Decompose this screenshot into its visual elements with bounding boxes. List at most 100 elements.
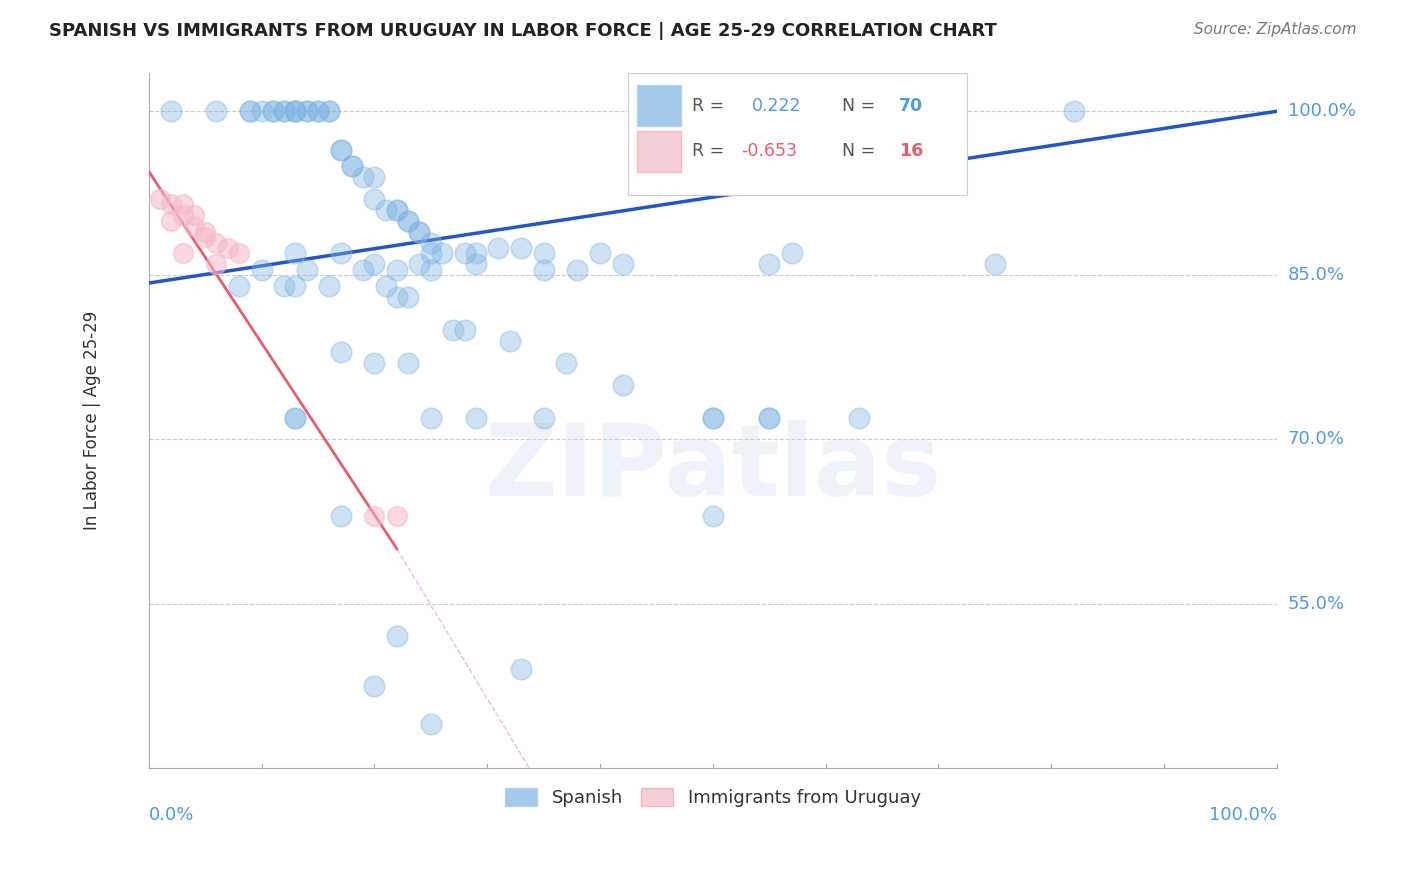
Point	[194, 230, 217, 244]
Point	[307, 104, 329, 119]
Point	[262, 104, 284, 119]
Text: 0.0%: 0.0%	[149, 805, 194, 824]
Point	[419, 235, 441, 250]
Point	[183, 219, 205, 234]
Point	[702, 509, 724, 524]
Point	[295, 263, 318, 277]
Point	[318, 104, 340, 119]
Point	[385, 290, 408, 304]
Point	[149, 192, 172, 206]
Text: 0.222: 0.222	[752, 97, 801, 115]
Point	[984, 257, 1007, 271]
Point	[702, 410, 724, 425]
Point	[217, 241, 239, 255]
Text: SPANISH VS IMMIGRANTS FROM URUGUAY IN LABOR FORCE | AGE 25-29 CORRELATION CHART: SPANISH VS IMMIGRANTS FROM URUGUAY IN LA…	[49, 22, 997, 40]
Point	[363, 356, 385, 370]
Point	[284, 410, 307, 425]
Text: Source: ZipAtlas.com: Source: ZipAtlas.com	[1194, 22, 1357, 37]
Point	[363, 679, 385, 693]
Legend: Spanish, Immigrants from Uruguay: Spanish, Immigrants from Uruguay	[498, 781, 928, 814]
Text: ZIPatlas: ZIPatlas	[484, 420, 941, 517]
Text: 70.0%: 70.0%	[1288, 431, 1344, 449]
Point	[385, 263, 408, 277]
Point	[441, 323, 464, 337]
Point	[464, 410, 486, 425]
Point	[758, 257, 780, 271]
Point	[262, 104, 284, 119]
Text: 70: 70	[898, 97, 922, 115]
Point	[419, 410, 441, 425]
Point	[396, 213, 419, 227]
FancyBboxPatch shape	[637, 130, 681, 171]
Point	[340, 159, 363, 173]
Point	[555, 356, 578, 370]
Text: -0.653: -0.653	[741, 142, 797, 161]
Point	[329, 509, 352, 524]
Point	[510, 241, 533, 255]
Point	[307, 104, 329, 119]
Point	[329, 143, 352, 157]
Point	[430, 246, 453, 260]
Point	[396, 356, 419, 370]
Point	[758, 410, 780, 425]
Text: 100.0%: 100.0%	[1209, 805, 1277, 824]
Point	[194, 225, 217, 239]
Point	[612, 257, 634, 271]
Point	[780, 246, 803, 260]
Point	[329, 143, 352, 157]
Point	[295, 104, 318, 119]
Point	[205, 104, 228, 119]
Point	[533, 263, 555, 277]
Point	[533, 246, 555, 260]
Text: In Labor Force | Age 25-29: In Labor Force | Age 25-29	[83, 310, 101, 530]
Point	[589, 246, 612, 260]
Point	[340, 159, 363, 173]
FancyBboxPatch shape	[637, 86, 681, 127]
Text: N =: N =	[842, 142, 876, 161]
Point	[172, 246, 194, 260]
Point	[205, 235, 228, 250]
Point	[363, 509, 385, 524]
Point	[408, 257, 430, 271]
Point	[385, 509, 408, 524]
Point	[239, 104, 262, 119]
Text: 55.0%: 55.0%	[1288, 595, 1346, 613]
Point	[329, 246, 352, 260]
Point	[284, 279, 307, 293]
Point	[408, 225, 430, 239]
Point	[228, 279, 250, 293]
Point	[374, 279, 396, 293]
Point	[419, 717, 441, 731]
Point	[499, 334, 522, 348]
Point	[419, 246, 441, 260]
Point	[385, 202, 408, 217]
Point	[352, 169, 374, 184]
Point	[453, 323, 475, 337]
Point	[318, 104, 340, 119]
Point	[363, 192, 385, 206]
Point	[284, 104, 307, 119]
Point	[183, 208, 205, 222]
Point	[363, 257, 385, 271]
Point	[363, 169, 385, 184]
Point	[488, 241, 510, 255]
Point	[284, 104, 307, 119]
Point	[352, 263, 374, 277]
Point	[533, 410, 555, 425]
Point	[284, 104, 307, 119]
Point	[228, 246, 250, 260]
Point	[205, 257, 228, 271]
Point	[464, 257, 486, 271]
Point	[396, 213, 419, 227]
Point	[160, 104, 183, 119]
Point	[419, 263, 441, 277]
Point	[758, 410, 780, 425]
Point	[273, 279, 295, 293]
Text: N =: N =	[842, 97, 876, 115]
Text: 85.0%: 85.0%	[1288, 267, 1346, 285]
Point	[567, 263, 589, 277]
Point	[702, 410, 724, 425]
Point	[273, 104, 295, 119]
Text: R =: R =	[693, 97, 724, 115]
Point	[848, 410, 870, 425]
